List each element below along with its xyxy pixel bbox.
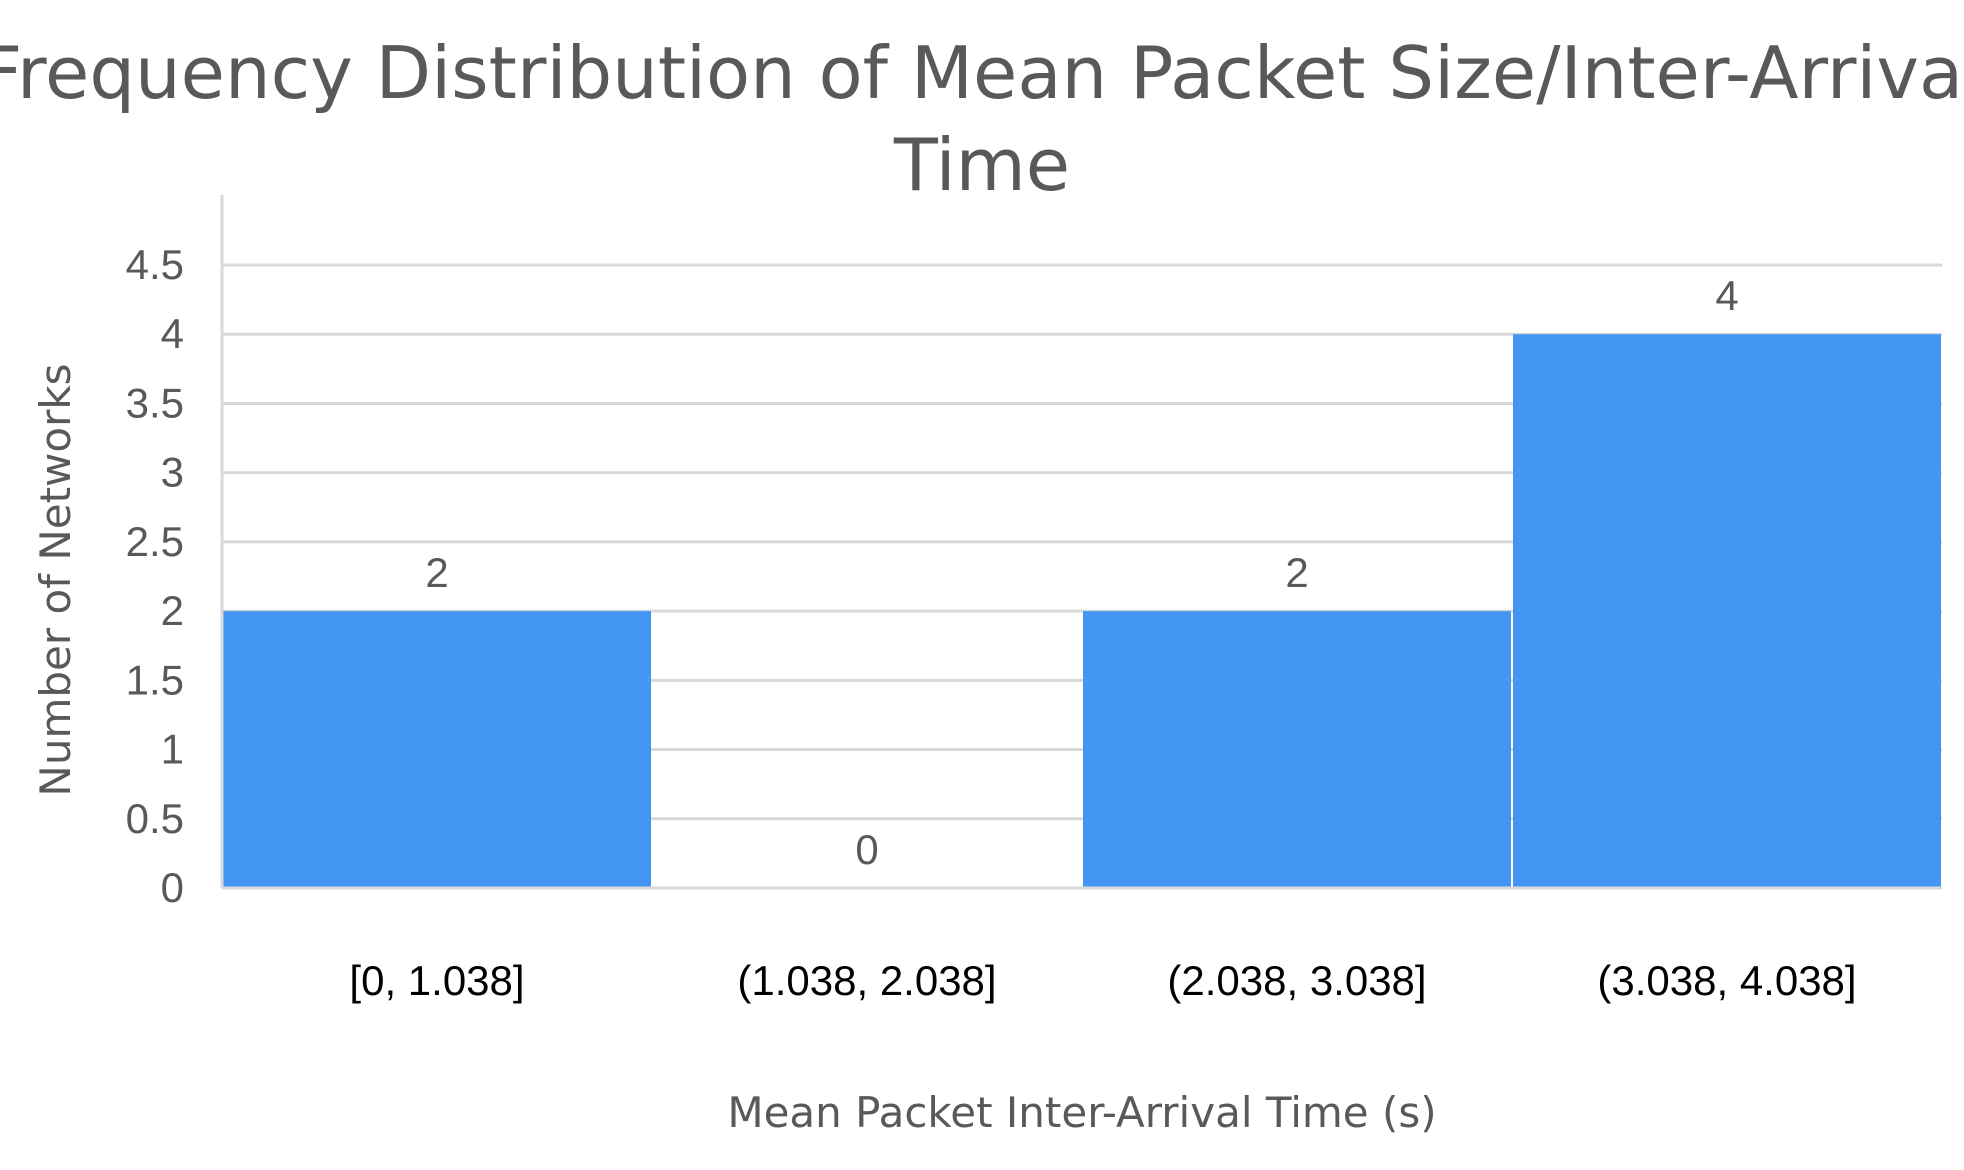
bars	[223, 334, 1941, 888]
y-tick-label: 3.5	[126, 379, 184, 426]
y-tick-label: 1.5	[126, 656, 184, 703]
x-tick-label: (2.038, 3.038]	[1167, 957, 1426, 1004]
bar	[223, 611, 651, 888]
chart-title-line-2: Time	[893, 123, 1070, 207]
x-tick-label: [0, 1.038]	[349, 957, 524, 1004]
y-tick-label: 2	[161, 587, 184, 634]
y-tick-label: 4.5	[126, 241, 184, 288]
data-label: 4	[1715, 272, 1738, 319]
chart-title: Frequency Distribution of Mean Packet Si…	[0, 31, 1964, 207]
y-axis-title: Number of Networks	[31, 363, 80, 796]
y-tick-label: 0.5	[126, 795, 184, 842]
y-tick-label: 1	[161, 726, 184, 773]
y-tick-label: 3	[161, 449, 184, 496]
axes	[220, 195, 1942, 890]
data-label: 2	[1285, 549, 1308, 596]
chart-title-line-1: Frequency Distribution of Mean Packet Si…	[0, 31, 1964, 115]
y-tick-label: 2.5	[126, 518, 184, 565]
y-tick-label: 4	[161, 310, 184, 357]
y-tick-label: 0	[161, 864, 184, 911]
bar	[1513, 334, 1941, 888]
x-axis-title: Mean Packet Inter-Arrival Time (s)	[727, 1088, 1436, 1137]
x-tick-labels: [0, 1.038] (1.038, 2.038] (2.038, 3.038] (3…	[349, 957, 1856, 1004]
bar	[1083, 611, 1511, 888]
y-tick-labels: 0 0.5 1 1.5 2 2.5 3 3.5 4 4.5	[126, 241, 184, 911]
x-tick-label: (1.038, 2.038]	[737, 957, 996, 1004]
data-label: 0	[855, 826, 878, 873]
x-tick-label: (3.038, 4.038]	[1597, 957, 1856, 1004]
data-label: 2	[425, 549, 448, 596]
